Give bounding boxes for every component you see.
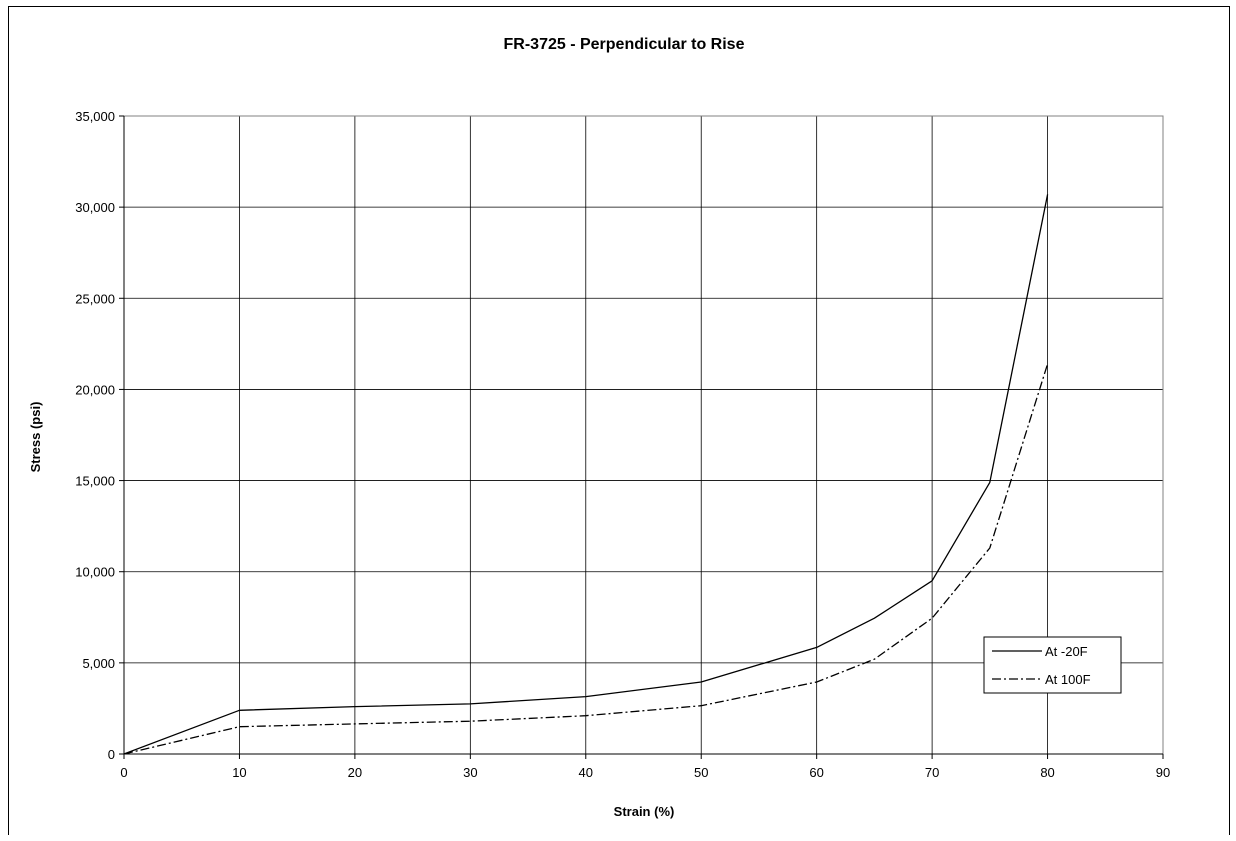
x-tick-label: 80: [1040, 765, 1054, 780]
y-tick-label: 15,000: [75, 474, 115, 489]
x-tick-label: 90: [1156, 765, 1170, 780]
x-tick-label: 40: [579, 765, 593, 780]
x-tick-label: 50: [694, 765, 708, 780]
x-tick-label: 60: [809, 765, 823, 780]
x-tick-label: 0: [120, 765, 127, 780]
legend-label-series-1: At -20F: [1045, 644, 1088, 659]
x-tick-label: 70: [925, 765, 939, 780]
y-tick-label: 5,000: [82, 656, 115, 671]
chart-frame: [8, 6, 1230, 835]
y-tick-label: 30,000: [75, 200, 115, 215]
y-axis-label: Stress (psi): [28, 402, 43, 473]
x-tick-label: 20: [348, 765, 362, 780]
y-tick-label: 10,000: [75, 565, 115, 580]
series-layer: [123, 194, 1049, 755]
legend: At -20F At 100F: [983, 636, 1122, 694]
y-tick-label: 0: [108, 747, 115, 762]
x-tick-label: 10: [232, 765, 246, 780]
series-line-1: [123, 194, 1049, 755]
y-tick-label: 25,000: [75, 291, 115, 306]
legend-label-series-2: At 100F: [1045, 672, 1091, 687]
y-tick-label: 20,000: [75, 382, 115, 397]
chart-title: FR-3725 - Perpendicular to Rise: [504, 36, 745, 53]
ticks: 0 5,000 10,000 15,000 20,000 25,000 30,000 35,0…: [75, 109, 1170, 780]
x-axis-label: Strain (%): [614, 804, 675, 819]
y-tick-label: 35,000: [75, 109, 115, 124]
x-tick-label: 30: [463, 765, 477, 780]
legend-box: [983, 636, 1122, 694]
series-line-2: [123, 363, 1049, 755]
